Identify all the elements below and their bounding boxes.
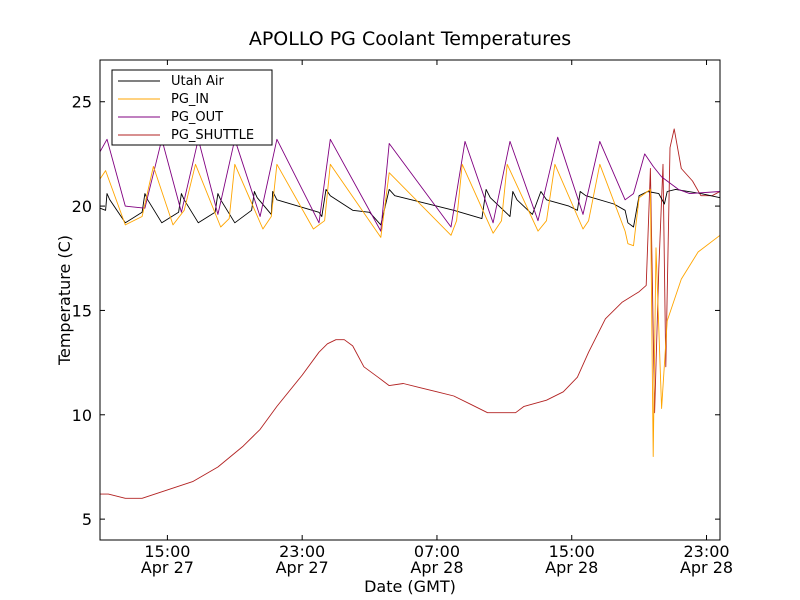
chart-title: APOLLO PG Coolant Temperatures — [249, 28, 571, 50]
legend-label-2: PG_OUT — [171, 110, 223, 125]
legend-label-0: Utah Air — [171, 74, 224, 89]
x-tick-time-2: 07:00 — [414, 542, 460, 561]
series-line-1 — [99, 163, 721, 457]
legend: Utah Air PG_IN PG_OUT PG_SHUTTLE — [111, 69, 273, 146]
x-tick-time-1: 23:00 — [279, 542, 325, 561]
legend-label-3: PG_SHUTTLE — [171, 128, 254, 143]
x-tick-date-1: Apr 27 — [276, 558, 329, 577]
x-tick-time-4: 23:00 — [683, 542, 729, 561]
x-tick-time-0: 15:00 — [144, 542, 190, 561]
y-tick-label-0: 5 — [82, 510, 92, 529]
x-tick-date-4: Apr 28 — [680, 558, 733, 577]
x-tick-time-3: 15:00 — [549, 542, 595, 561]
y-tick-label-4: 25 — [72, 93, 92, 112]
series-line-0 — [99, 188, 721, 228]
x-tick-date-3: Apr 28 — [545, 558, 598, 577]
x-axis-label: Date (GMT) — [364, 577, 456, 596]
plot-frame — [99, 59, 721, 541]
x-tick-date-0: Apr 27 — [141, 558, 194, 577]
y-tick-label-1: 10 — [72, 406, 92, 425]
y-axis-label: Temperature (C) — [55, 235, 74, 366]
legend-label-1: PG_IN — [171, 92, 209, 107]
series-layer — [99, 128, 721, 499]
series-line-3 — [100, 128, 721, 499]
y-tick-label-3: 20 — [72, 197, 92, 216]
series-line-2 — [99, 136, 721, 232]
legend-frame — [111, 69, 273, 146]
y-tick-label-2: 15 — [72, 301, 92, 320]
x-tick-date-2: Apr 28 — [410, 558, 463, 577]
